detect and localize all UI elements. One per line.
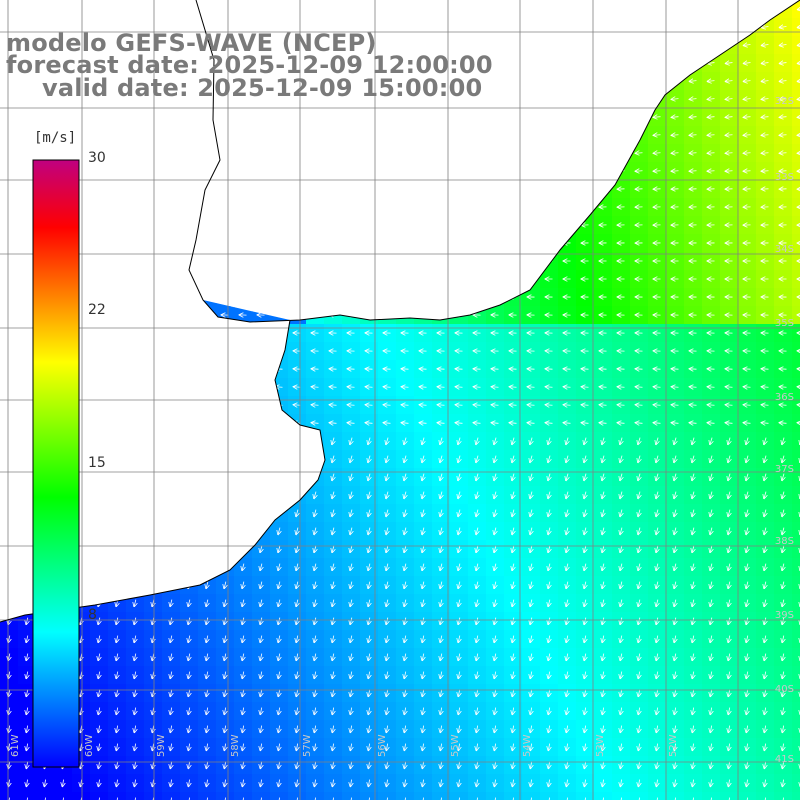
- wind-arrow: [744, 405, 751, 406]
- wind-arrow: [456, 405, 463, 406]
- lat-label: 36S: [775, 392, 794, 403]
- wind-arrow: [330, 405, 337, 406]
- wind-cell: [792, 666, 800, 685]
- wind-cell: [792, 702, 800, 721]
- lat-label: 41S: [775, 754, 794, 765]
- lon-label: 54W: [522, 734, 533, 757]
- lon-label: 60W: [84, 734, 95, 757]
- wind-arrow: [726, 405, 733, 406]
- colorbar-unit-label: [m/s]: [34, 130, 76, 146]
- wind-cell: [792, 576, 800, 595]
- wind-arrow: [654, 405, 661, 406]
- wind-cell: [792, 792, 800, 800]
- lon-label: 52W: [668, 734, 679, 757]
- wind-cell: [792, 432, 800, 451]
- wind-arrow: [618, 405, 625, 406]
- title-valid-date: valid date: 2025-12-09 15:00:00: [42, 76, 482, 100]
- wind-arrow: [438, 405, 445, 406]
- lat-label: 40S: [775, 684, 794, 695]
- wind-arrow: [672, 405, 679, 406]
- wind-cell: [792, 414, 800, 433]
- wind-arrow: [708, 405, 715, 406]
- wind-cell: [792, 504, 800, 523]
- wind-arrow: [294, 405, 301, 406]
- lon-label: 61W: [10, 734, 21, 757]
- wind-arrow: [402, 405, 409, 406]
- wind-arrow: [420, 405, 427, 406]
- wind-arrow: [510, 405, 517, 406]
- colorbar: [33, 160, 79, 767]
- lat-label: 35S: [775, 318, 794, 329]
- lat-label: 38S: [775, 536, 794, 547]
- wind-arrow: [600, 405, 607, 406]
- wind-cell: [792, 558, 800, 577]
- wind-cell: [792, 486, 800, 505]
- wind-arrow: [546, 405, 553, 406]
- wind-arrow: [312, 405, 319, 406]
- colorbar-tick-15: 15: [88, 455, 106, 471]
- wind-arrow: [366, 405, 373, 406]
- wind-arrow: [384, 405, 391, 406]
- wind-cell: [792, 720, 800, 739]
- wind-arrow: [762, 405, 769, 406]
- wind-cell: [792, 630, 800, 649]
- wind-arrow: [348, 405, 355, 406]
- lat-label: 37S: [775, 464, 794, 475]
- lat-label: 39S: [775, 610, 794, 621]
- lon-label: 56W: [377, 734, 388, 757]
- lat-label: 34S: [775, 244, 794, 255]
- lon-label: 58W: [230, 734, 241, 757]
- wind-arrow: [528, 405, 535, 406]
- wind-arrow: [582, 405, 589, 406]
- lon-label: 53W: [595, 734, 606, 757]
- wind-arrow: [492, 405, 499, 406]
- lat-label: 32S: [775, 96, 794, 107]
- wind-arrow: [636, 405, 643, 406]
- colorbar-tick-8: 8: [88, 607, 97, 623]
- lat-label: 33S: [775, 172, 794, 183]
- colorbar-tick-22: 22: [88, 302, 106, 318]
- lon-label: 57W: [302, 734, 313, 757]
- colorbar-tick-30: 30: [88, 150, 106, 166]
- wind-arrow: [564, 405, 571, 406]
- wind-arrow: [474, 405, 481, 406]
- lon-label: 59W: [156, 734, 167, 757]
- wind-arrow: [690, 405, 697, 406]
- wind-cell: [792, 774, 800, 793]
- wind-cell: [792, 648, 800, 667]
- lon-label: 55W: [450, 734, 461, 757]
- wind-arrow: [780, 405, 787, 406]
